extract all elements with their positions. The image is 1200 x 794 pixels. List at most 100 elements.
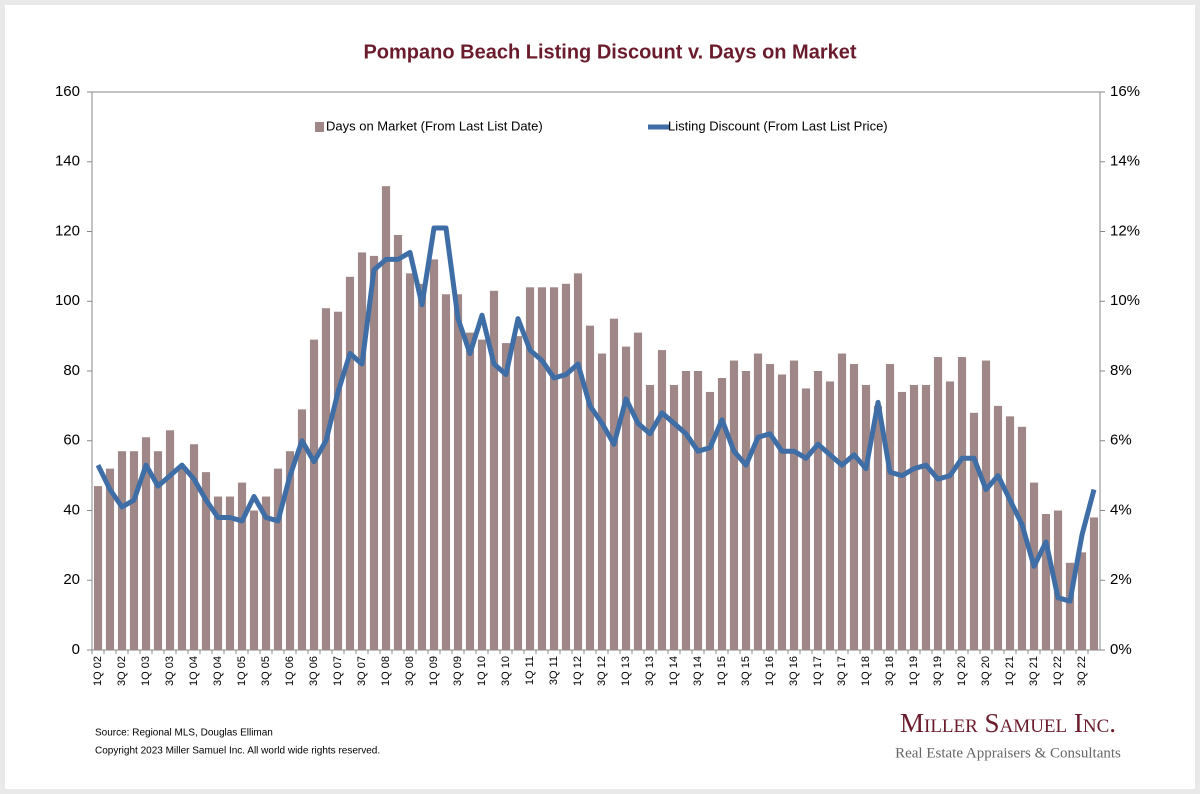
bar (237, 482, 247, 650)
y-tick-label: 0 (72, 641, 80, 658)
source: Source: Regional MLS, Douglas Elliman (95, 728, 273, 739)
y2-tick-label: 0% (1110, 641, 1132, 658)
bar (669, 384, 679, 650)
y2-tick-label: 4% (1110, 501, 1132, 518)
bar (777, 374, 787, 650)
bar (429, 259, 439, 650)
bar (681, 371, 691, 650)
y2-tick-label: 16% (1110, 83, 1140, 100)
bar (633, 332, 643, 650)
x-tick-label: 3Q 10 (500, 656, 512, 686)
bar (297, 409, 307, 650)
bar (801, 388, 811, 650)
bar (837, 353, 847, 650)
bar (813, 371, 823, 650)
x-tick-label: 1Q 18 (860, 656, 872, 686)
bar (213, 496, 223, 650)
x-tick-label: 1Q 05 (236, 656, 248, 686)
bar (129, 451, 139, 650)
bar (873, 405, 883, 650)
bar (1053, 510, 1063, 650)
y-tick-label: 40 (63, 501, 80, 518)
bar (273, 468, 283, 650)
bar (981, 360, 991, 650)
bar (969, 412, 979, 650)
bar (717, 377, 727, 650)
bar (537, 287, 547, 650)
bar (549, 287, 559, 650)
bar (693, 371, 703, 650)
bar (789, 360, 799, 650)
bar (477, 339, 487, 650)
bar (249, 510, 259, 650)
y2-tick-label: 12% (1110, 222, 1140, 239)
bar (1065, 562, 1075, 650)
x-tick-label: 3Q 04 (212, 656, 224, 686)
y-tick-label: 20 (63, 571, 80, 588)
x-tick-label: 1Q 06 (284, 656, 296, 686)
bar (309, 339, 319, 650)
bar (357, 252, 367, 651)
x-tick-label: 3Q 14 (692, 656, 704, 686)
bar (597, 353, 607, 650)
bar (465, 332, 475, 650)
x-tick-label: 3Q 20 (980, 656, 992, 686)
bar (561, 283, 571, 650)
bar (609, 318, 619, 650)
y2-tick-label: 10% (1110, 292, 1140, 309)
x-tick-label: 3Q 05 (260, 656, 272, 686)
x-tick-label: 1Q 22 (1052, 656, 1064, 686)
y2-tick-label: 8% (1110, 362, 1132, 379)
bar (909, 384, 919, 650)
bar (321, 308, 331, 650)
bar (1005, 416, 1015, 650)
x-tick-label: 3Q 15 (740, 656, 752, 686)
bar (201, 472, 211, 650)
x-tick-label: 3Q 18 (884, 656, 896, 686)
bar (405, 273, 415, 650)
logo-name: Miller Samuel Inc. (900, 708, 1116, 738)
bar (585, 325, 595, 650)
bar (141, 437, 151, 650)
bar (225, 496, 235, 650)
x-tick-label: 3Q 08 (404, 656, 416, 686)
x-tick-label: 1Q 07 (332, 656, 344, 686)
bar (573, 273, 583, 650)
bar (165, 430, 175, 650)
bar (885, 364, 895, 650)
bar (261, 496, 271, 650)
x-tick-label: 3Q 16 (788, 656, 800, 686)
x-tick-label: 3Q 22 (1076, 656, 1088, 686)
legend-label: Days on Market (From Last List Date) (326, 118, 543, 133)
x-tick-label: 1Q 11 (524, 656, 536, 685)
x-tick-label: 3Q 09 (452, 656, 464, 686)
line (95, 225, 1097, 604)
bar (381, 186, 391, 650)
x-tick-label: 1Q 14 (668, 656, 680, 686)
x-tick-label: 3Q 12 (596, 656, 608, 686)
x-tick-label: 1Q 15 (716, 656, 728, 686)
bar (993, 405, 1003, 650)
y-tick-label: 140 (55, 153, 80, 170)
bar (933, 357, 943, 650)
bar (849, 364, 859, 650)
y2-tick-label: 2% (1110, 571, 1132, 588)
y2-tick-label: 14% (1110, 153, 1140, 170)
x-tick-label: 1Q 03 (140, 656, 152, 686)
bar (741, 371, 751, 650)
bar (645, 384, 655, 650)
bar (753, 353, 763, 650)
legend-label: Listing Discount (From Last List Price) (668, 118, 888, 133)
x-tick-label: 3Q 21 (1028, 656, 1040, 686)
bar (957, 357, 967, 650)
x-tick-label: 1Q 16 (764, 656, 776, 686)
x-tick-label: 1Q 17 (812, 656, 824, 686)
bar (621, 346, 631, 650)
bar (453, 294, 463, 650)
bar (897, 391, 907, 650)
bar (333, 311, 343, 650)
y-tick-label: 120 (55, 222, 80, 239)
x-tick-label: 1Q 20 (956, 656, 968, 686)
bar (393, 234, 403, 651)
